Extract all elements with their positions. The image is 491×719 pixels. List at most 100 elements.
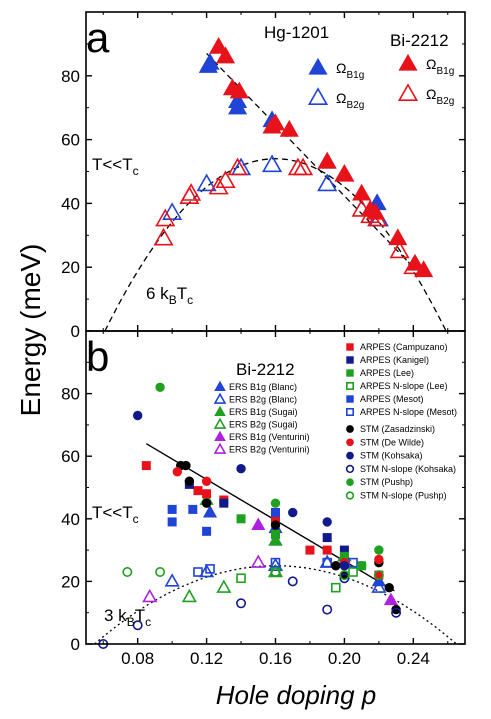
- y-tick-label: 0: [71, 322, 80, 341]
- legend-right-label: ARPES (Campuzano): [360, 342, 448, 352]
- legend-right-marker: [346, 369, 354, 377]
- x-tick-label: 0.16: [259, 649, 292, 668]
- legend-layer: ERS B1g (Blanc) ERS B2g (Blanc) ERS B1g (S…: [213, 53, 457, 501]
- annotation-3kbtc: 3 kBTc: [104, 606, 151, 629]
- data-point: [351, 199, 372, 217]
- data-point: [334, 164, 354, 182]
- legend-right-label: ARPES N-slope (Lee): [360, 381, 448, 391]
- data-point: [202, 505, 218, 518]
- legend-right-marker: [346, 343, 354, 351]
- data-point: [155, 567, 166, 578]
- x-tick-label: 0.20: [328, 649, 361, 668]
- data-point: [250, 554, 266, 568]
- data-point: [389, 240, 410, 259]
- data-point: [267, 557, 284, 571]
- data-point: [270, 567, 281, 578]
- legend-left-label: ERS B1g (Venturini): [229, 432, 310, 442]
- data-point: [270, 520, 281, 530]
- data-point: [305, 545, 315, 555]
- y-tick-label: 40: [61, 194, 80, 213]
- legend-right-label: STM N-slope (Pushp): [360, 491, 447, 501]
- data-point: [181, 588, 197, 603]
- data-point: [322, 557, 332, 568]
- data-point: [162, 202, 183, 220]
- data-point: [339, 573, 350, 584]
- data-point: [384, 582, 394, 593]
- legend-bi2212-title-b: Bi-2212: [236, 360, 295, 379]
- legend-bi-b2g-label: ΩB2g: [426, 86, 454, 107]
- data-point: [317, 173, 338, 192]
- data-point: [279, 119, 299, 137]
- legend-right-label: ARPES N-slope (Mesot): [360, 407, 457, 417]
- x-axis-label: Hole doping p: [216, 680, 376, 710]
- data-point: [330, 582, 341, 593]
- y-tick-label: 20: [61, 258, 80, 277]
- data-point: [167, 504, 177, 514]
- data-point: [201, 498, 212, 508]
- data-point: [270, 557, 281, 568]
- y-tick-label: 80: [61, 67, 80, 86]
- legend-left-marker: [213, 417, 227, 429]
- data-point: [132, 410, 143, 421]
- data-point: [236, 573, 246, 584]
- data-point: [141, 461, 151, 471]
- y-tick-label: 20: [61, 572, 80, 591]
- legend-right-marker: [346, 425, 354, 433]
- legend-right-marker: [346, 356, 354, 364]
- legend-right-marker: [345, 407, 354, 416]
- data-point: [383, 592, 398, 606]
- legend-right-label: STM (Kohsaka): [360, 451, 423, 461]
- data-point: [188, 504, 198, 514]
- x-tick-label: 0.08: [121, 649, 154, 668]
- y-tick-label: 60: [61, 131, 80, 150]
- data-point: [271, 529, 280, 539]
- panel-a-label: a: [86, 14, 110, 61]
- data-point: [196, 173, 217, 192]
- legend-hg-b1g-marker: [308, 57, 328, 75]
- legend-right-marker: [346, 438, 354, 447]
- legend-right-label: ARPES (Kanigel): [360, 355, 429, 365]
- legend-left-label: ERS B1g (Blanc): [229, 382, 297, 392]
- data-points-layer: [98, 36, 434, 649]
- data-point: [193, 567, 203, 577]
- data-point: [201, 476, 212, 486]
- data-point: [164, 573, 180, 587]
- data-point: [322, 604, 333, 615]
- legend-right-label: ARPES (Mesot): [360, 394, 424, 404]
- series-b-17: [122, 567, 384, 581]
- data-point: [200, 52, 220, 70]
- data-point: [265, 113, 286, 131]
- data-point: [179, 186, 200, 204]
- y-tick-label: 0: [71, 635, 80, 654]
- data-point: [352, 183, 372, 201]
- data-point: [228, 91, 248, 108]
- legend-hg1201-title: Hg-1201: [264, 23, 329, 42]
- legend-right-marker: [345, 381, 354, 390]
- annotation-regime-a: T<<Tc: [92, 155, 139, 178]
- legend-right-marker: [346, 395, 354, 403]
- data-point: [287, 576, 298, 587]
- legend-bi-b2g-marker: [397, 83, 419, 101]
- series-b-5: [142, 554, 266, 603]
- annotation-6kbtc: 6 kBTc: [146, 284, 193, 307]
- data-point: [202, 489, 212, 499]
- data-point: [229, 81, 249, 99]
- data-point: [193, 486, 203, 496]
- data-point: [348, 567, 358, 577]
- legend-left-marker: [213, 442, 227, 454]
- legend-right-label: STM (De Wilde): [360, 437, 424, 447]
- legend-left-marker: [213, 392, 227, 404]
- data-point: [374, 554, 384, 565]
- y-tick-label: 60: [61, 447, 80, 466]
- series-a-3: [153, 157, 424, 275]
- x-tick-label: 0.24: [397, 649, 430, 668]
- legend-right-label: STM (Pushp): [360, 477, 413, 487]
- x-tick-label: 0.12: [190, 649, 223, 668]
- data-point: [403, 256, 424, 275]
- legend-right-marker: [345, 464, 355, 474]
- legend-bi2212-title-a: Bi-2212: [390, 31, 449, 50]
- data-point: [219, 498, 229, 508]
- data-point: [153, 227, 174, 246]
- legend-left-label: ERS B2g (Sugai): [229, 420, 298, 430]
